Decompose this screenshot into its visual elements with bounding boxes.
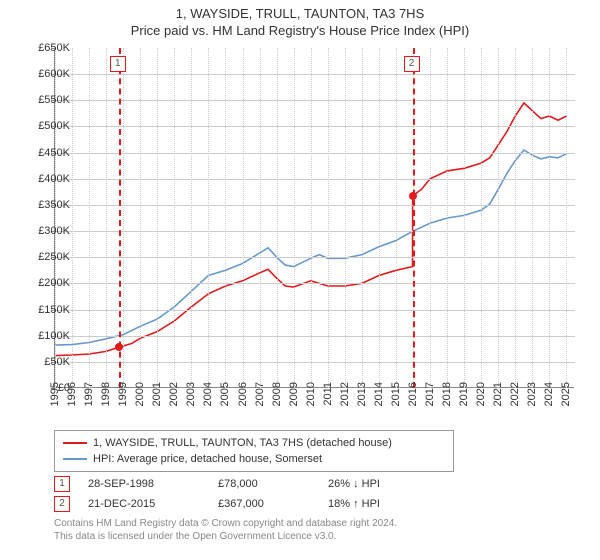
x-tick-label: 2007 — [254, 382, 266, 422]
y-tick-label: £500K — [25, 120, 70, 132]
sale-info-marker: 2 — [54, 496, 70, 512]
x-tick-label: 2011 — [322, 382, 334, 422]
x-tick-label: 2017 — [424, 382, 436, 422]
sale-info-row: 2 21-DEC-2015£367,00018% ↑ HPI — [54, 494, 574, 514]
x-tick-label: 2016 — [407, 382, 419, 422]
y-tick-label: £600K — [25, 68, 70, 80]
y-tick-label: £550K — [25, 94, 70, 106]
x-tick-label: 1999 — [117, 382, 129, 422]
x-tick-label: 2015 — [390, 382, 402, 422]
sale-info-row: 1 28-SEP-1998£78,00026% ↓ HPI — [54, 474, 574, 494]
y-tick-label: £150K — [25, 304, 70, 316]
x-tick-label: 1997 — [83, 382, 95, 422]
x-tick-label: 2010 — [305, 382, 317, 422]
legend-label: 1, WAYSIDE, TRULL, TAUNTON, TA3 7HS (det… — [93, 437, 392, 449]
footer-line2: This data is licensed under the Open Gov… — [54, 531, 574, 544]
x-tick-label: 2024 — [543, 382, 555, 422]
sale-marker-label: 1 — [110, 56, 126, 72]
sale-point — [115, 343, 123, 351]
chart-title: 1, WAYSIDE, TRULL, TAUNTON, TA3 7HS — [0, 6, 600, 21]
x-tick-label: 2025 — [560, 382, 572, 422]
chart-plot-area — [54, 48, 574, 388]
legend-swatch — [63, 442, 87, 444]
x-tick-label: 2001 — [151, 382, 163, 422]
x-tick-label: 2014 — [373, 382, 385, 422]
x-tick-label: 2013 — [356, 382, 368, 422]
x-tick-label: 2023 — [526, 382, 538, 422]
y-tick-label: £0 — [25, 382, 70, 394]
sale-info-delta: 26% ↓ HPI — [328, 478, 438, 490]
y-tick-label: £50K — [25, 356, 70, 368]
y-tick-label: £650K — [25, 42, 70, 54]
x-tick-label: 2000 — [134, 382, 146, 422]
legend-swatch — [63, 458, 87, 460]
sale-marker-line — [413, 48, 415, 388]
x-tick-label: 2003 — [185, 382, 197, 422]
sale-info-date: 28-SEP-1998 — [88, 478, 218, 490]
sales-table: 1 28-SEP-1998£78,00026% ↓ HPI 2 21-DEC-2015… — [54, 474, 574, 514]
sale-info-delta: 18% ↑ HPI — [328, 498, 438, 510]
x-tick-label: 2018 — [441, 382, 453, 422]
x-tick-label: 2022 — [509, 382, 521, 422]
y-tick-label: £200K — [25, 277, 70, 289]
x-tick-label: 2020 — [475, 382, 487, 422]
y-tick-label: £300K — [25, 225, 70, 237]
x-tick-label: 2012 — [339, 382, 351, 422]
x-tick-label: 2006 — [237, 382, 249, 422]
legend-row: HPI: Average price, detached house, Some… — [63, 451, 445, 467]
footer-line1: Contains HM Land Registry data © Crown c… — [54, 518, 574, 531]
sale-info-price: £367,000 — [218, 498, 328, 510]
x-tick-label: 2019 — [458, 382, 470, 422]
x-tick-label: 2009 — [288, 382, 300, 422]
y-tick-label: £350K — [25, 199, 70, 211]
footer-attribution: Contains HM Land Registry data © Crown c… — [54, 518, 574, 543]
x-tick-label: 2002 — [168, 382, 180, 422]
x-tick-label: 2008 — [271, 382, 283, 422]
sale-info-marker: 1 — [54, 476, 70, 492]
y-tick-label: £250K — [25, 251, 70, 263]
series-svg — [55, 48, 575, 388]
chart-subtitle: Price paid vs. HM Land Registry's House … — [0, 23, 600, 38]
sale-info-date: 21-DEC-2015 — [88, 498, 218, 510]
y-tick-label: £450K — [25, 147, 70, 159]
legend-label: HPI: Average price, detached house, Some… — [93, 453, 322, 465]
x-tick-label: 1998 — [100, 382, 112, 422]
x-tick-label: 2004 — [202, 382, 214, 422]
legend-row: 1, WAYSIDE, TRULL, TAUNTON, TA3 7HS (det… — [63, 435, 445, 451]
x-tick-label: 2021 — [492, 382, 504, 422]
sale-point — [409, 192, 417, 200]
sale-info-price: £78,000 — [218, 478, 328, 490]
legend: 1, WAYSIDE, TRULL, TAUNTON, TA3 7HS (det… — [54, 430, 454, 472]
x-tick-label: 1996 — [66, 382, 78, 422]
y-tick-label: £100K — [25, 330, 70, 342]
y-tick-label: £400K — [25, 173, 70, 185]
sale-marker-line — [119, 48, 121, 388]
x-tick-label: 2005 — [219, 382, 231, 422]
sale-marker-label: 2 — [404, 56, 420, 72]
x-tick-label: 1995 — [49, 382, 61, 422]
